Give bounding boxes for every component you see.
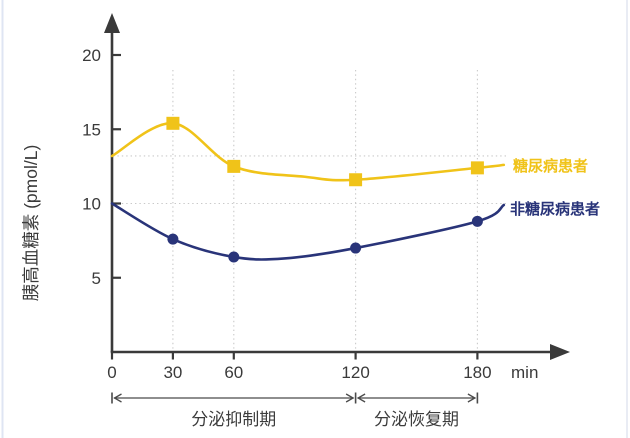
x-tick-label: 120 xyxy=(341,363,369,382)
x-unit-label: min xyxy=(511,363,538,382)
legend-nondiabetic-label: 非糖尿病患者 xyxy=(510,200,600,218)
gridlines xyxy=(113,70,506,352)
phase-label: 分泌恢复期 xyxy=(374,410,459,429)
y-axis-label: 胰高血糖素 (pmol/L) xyxy=(21,145,41,302)
arrow-right-icon xyxy=(467,393,477,403)
x-tick-label: 0 xyxy=(107,363,116,382)
marker-circle-1 xyxy=(471,215,483,227)
y-tick-label: 20 xyxy=(82,46,101,65)
arrow-left-icon xyxy=(113,393,122,403)
legend-diabetic-label: 糖尿病患者 xyxy=(513,157,588,175)
marker-square-0 xyxy=(349,173,363,187)
arrow-left-icon xyxy=(356,393,366,403)
phase-label: 分泌抑制期 xyxy=(191,410,276,429)
series-line-0 xyxy=(110,122,506,182)
tick-labels: 5 10 15 20 0 30 60 120 180 xyxy=(82,46,492,382)
x-tick-label: 180 xyxy=(463,363,491,382)
y-tick-label: 10 xyxy=(82,195,101,214)
y-axis-arrowhead-icon xyxy=(104,13,120,33)
marker-circle-1 xyxy=(350,242,362,254)
marker-square-0 xyxy=(227,159,241,173)
x-tick-label: 30 xyxy=(163,363,182,382)
marker-square-0 xyxy=(470,161,484,175)
marker-circle-1 xyxy=(228,251,240,263)
arrow-right-icon xyxy=(345,393,355,403)
marker-square-0 xyxy=(166,116,180,130)
axes xyxy=(104,13,570,360)
x-axis-arrowhead-icon xyxy=(550,344,570,360)
marker-circle-1 xyxy=(167,233,179,245)
x-tick-label: 60 xyxy=(224,363,243,382)
y-tick-label: 5 xyxy=(92,269,101,288)
data-point-markers xyxy=(166,116,484,263)
y-tick-label: 15 xyxy=(82,120,101,139)
phase-annotation: 分泌抑制期 分泌恢复期 xyxy=(111,392,479,429)
series-line-1 xyxy=(110,202,506,261)
